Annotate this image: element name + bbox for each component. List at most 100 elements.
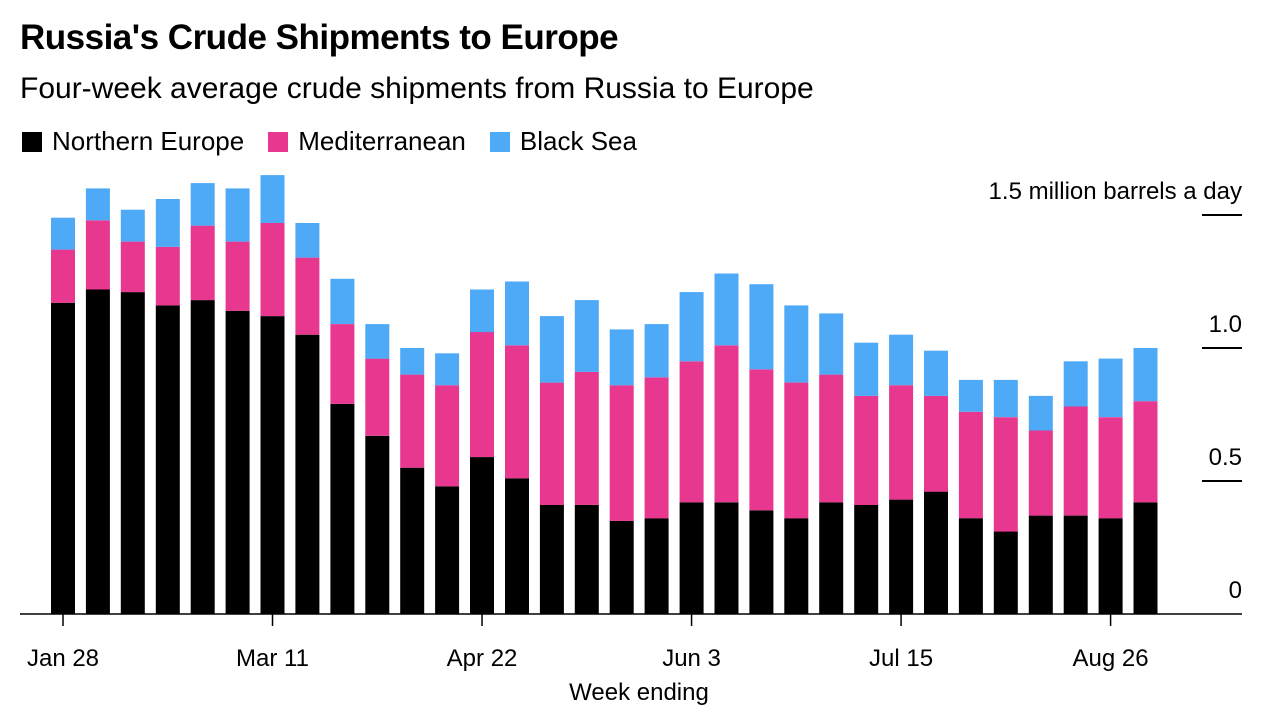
legend-item-black-sea: Black Sea (489, 126, 637, 157)
bar-northern-europe (924, 491, 948, 614)
bar-mediterranean (1133, 401, 1158, 503)
bar-mediterranean (679, 361, 704, 503)
bar-mediterranean (190, 225, 215, 301)
bar-northern-europe (400, 467, 425, 614)
bar-mediterranean (400, 374, 425, 468)
legend: Northern Europe Mediterranean Black Sea (22, 126, 661, 157)
bar-stack (784, 305, 809, 614)
bar-mediterranean (295, 257, 320, 335)
x-tick-label: Aug 26 (1073, 645, 1149, 672)
bar-northern-europe (190, 300, 215, 614)
bar-black-sea (365, 324, 390, 359)
bar-stack (365, 324, 390, 614)
bar-black-sea (435, 353, 460, 386)
bar-mediterranean (330, 324, 355, 404)
bar-northern-europe (609, 520, 634, 614)
bar-northern-europe (749, 510, 774, 614)
bar-stack (609, 329, 634, 614)
bar-stack (958, 379, 983, 614)
bar-northern-europe (330, 403, 355, 614)
bar-mediterranean (260, 223, 285, 317)
bar-mediterranean (470, 332, 494, 457)
bar-mediterranean (574, 371, 599, 505)
bar-mediterranean (435, 385, 460, 487)
bar-stack (260, 175, 285, 614)
bar-stack (505, 281, 529, 614)
bar-stack (1098, 358, 1123, 614)
bar-black-sea (679, 292, 704, 362)
bar-black-sea (85, 188, 110, 221)
bar-black-sea (190, 183, 215, 226)
y-tick-label: 0 (1229, 577, 1242, 604)
legend-item-northern-europe: Northern Europe (22, 126, 244, 157)
bar-black-sea (958, 379, 983, 412)
legend-label-black-sea: Black Sea (519, 126, 637, 156)
legend-label-mediterranean: Mediterranean (298, 126, 466, 156)
bar-northern-europe (1133, 502, 1158, 614)
bar-northern-europe (679, 502, 704, 614)
bar-black-sea (225, 188, 250, 242)
bar-stack (819, 313, 844, 614)
bar-stack (435, 353, 460, 614)
bar-mediterranean (609, 385, 634, 521)
bar-mediterranean (1098, 417, 1123, 519)
bar-northern-europe (539, 504, 564, 614)
bar-mediterranean (505, 345, 529, 479)
bar-mediterranean (85, 220, 110, 290)
bar-stack (714, 273, 739, 614)
bar-northern-europe (51, 302, 75, 614)
x-axis-title: Week ending (569, 679, 709, 706)
bar-mediterranean (51, 249, 75, 303)
y-tick-label: 0.5 (1209, 444, 1242, 471)
bar-northern-europe (155, 305, 180, 614)
bar-stack (85, 188, 110, 614)
bar-black-sea (784, 305, 809, 383)
chart-subtitle: Four-week average crude shipments from R… (20, 72, 814, 105)
bar-stack (225, 188, 250, 614)
legend-swatch-northern-europe (22, 131, 42, 152)
bar-northern-europe (260, 316, 285, 614)
bar-northern-europe (574, 504, 599, 614)
legend-item-mediterranean: Mediterranean (268, 126, 466, 157)
bar-stack (295, 223, 320, 614)
bar-black-sea (1028, 395, 1053, 431)
bar-mediterranean (365, 358, 390, 436)
bar-northern-europe (1063, 515, 1088, 614)
bar-stack (993, 379, 1018, 614)
bar-northern-europe (784, 518, 809, 614)
x-tick-label: Mar 11 (236, 645, 309, 672)
bar-northern-europe (854, 504, 879, 614)
bar-northern-europe (365, 435, 390, 614)
bar-mediterranean (1063, 406, 1088, 516)
bar-black-sea (539, 316, 564, 383)
legend-swatch-black-sea (489, 131, 510, 152)
bar-black-sea (993, 379, 1018, 418)
bar-black-sea (295, 223, 320, 258)
bar-black-sea (889, 334, 914, 386)
bar-stack (749, 284, 774, 614)
bar-stack (854, 342, 879, 614)
bar-stack (679, 292, 704, 614)
bar-stack (889, 334, 914, 614)
bar-black-sea (574, 300, 599, 372)
bar-northern-europe (714, 502, 739, 614)
bar-stack (155, 199, 180, 614)
bar-stack (51, 217, 75, 614)
bar-black-sea (854, 342, 879, 396)
bar-mediterranean (889, 385, 914, 500)
bar-black-sea (924, 350, 948, 396)
bar-black-sea (1133, 348, 1158, 402)
bar-northern-europe (85, 289, 110, 614)
bar-northern-europe (295, 334, 320, 614)
bar-mediterranean (714, 345, 739, 503)
bar-mediterranean (120, 241, 145, 293)
y-axis: 0 0.5 1.0 1.5 million barrels a day (989, 178, 1242, 604)
bar-stack (924, 350, 948, 614)
bar-black-sea (330, 278, 355, 324)
bar-northern-europe (505, 478, 529, 614)
bar-mediterranean (924, 395, 948, 492)
y-tick-label: 1.0 (1209, 311, 1242, 338)
bar-northern-europe (958, 518, 983, 614)
bar-stack (1028, 395, 1053, 614)
